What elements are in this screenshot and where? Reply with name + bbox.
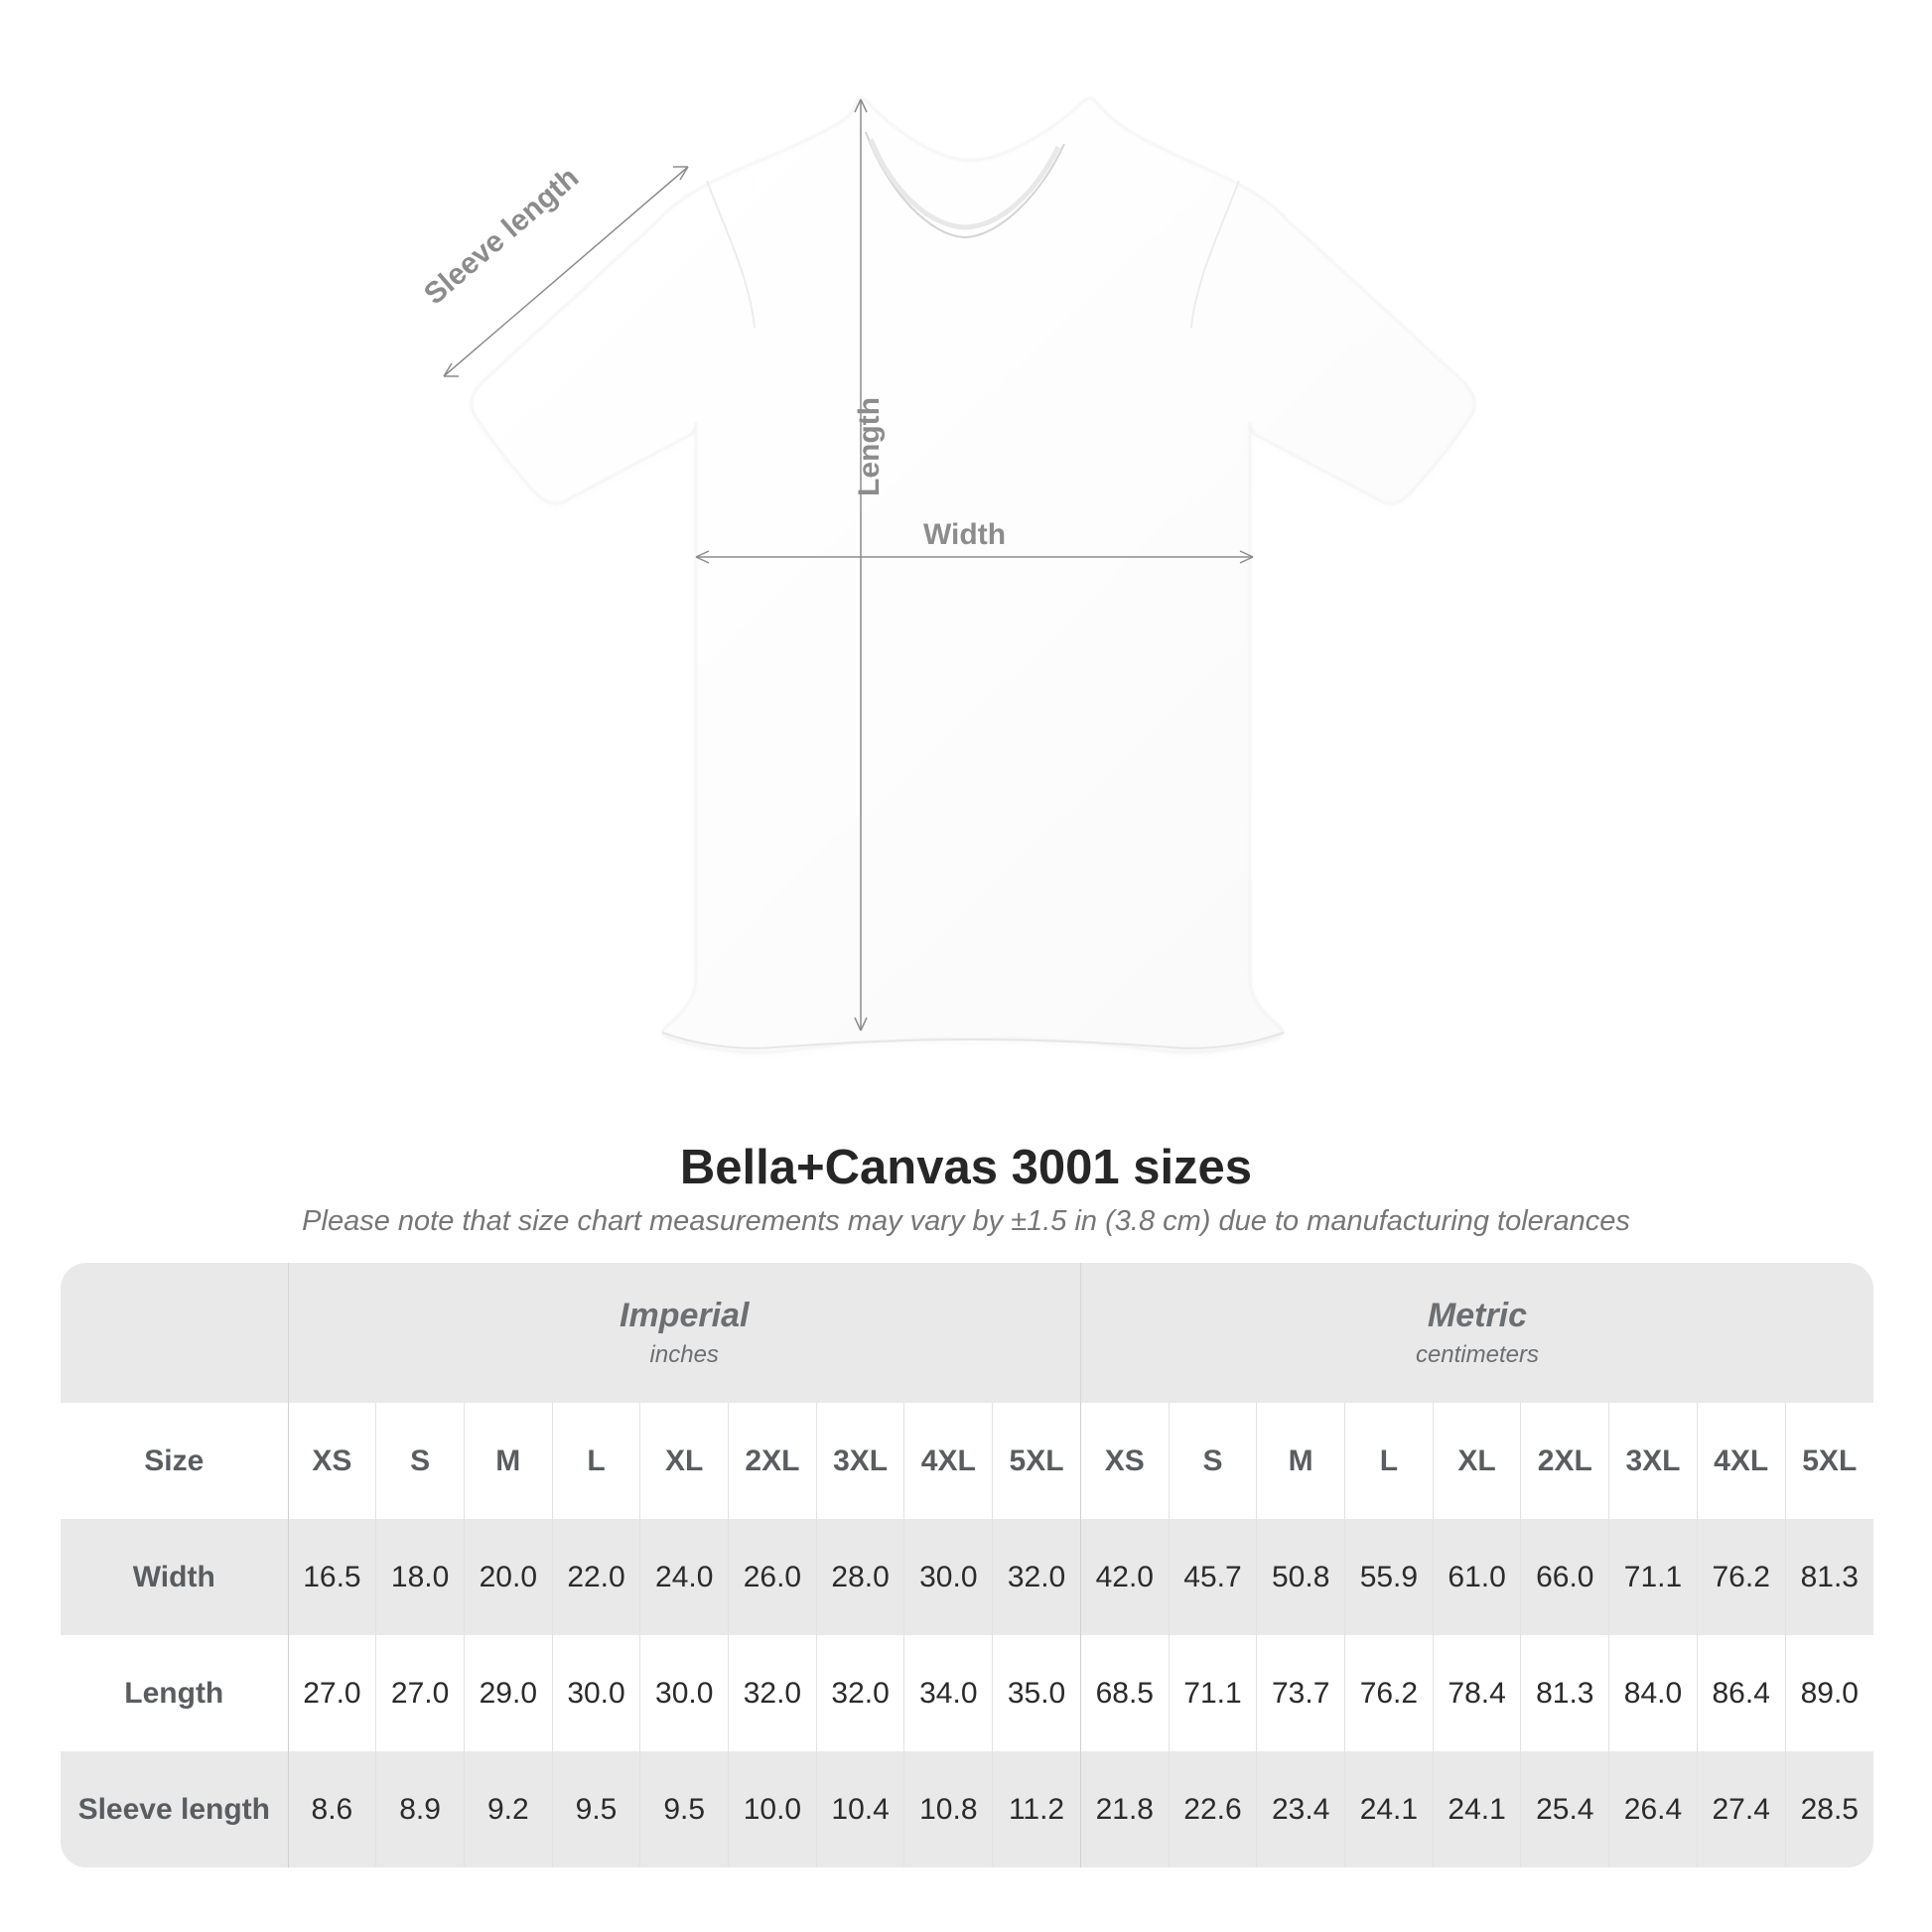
- svg-text:Width: Width: [923, 518, 1006, 551]
- svg-text:Sleeve length: Sleeve length: [418, 161, 585, 311]
- svg-text:Length: Length: [853, 397, 886, 496]
